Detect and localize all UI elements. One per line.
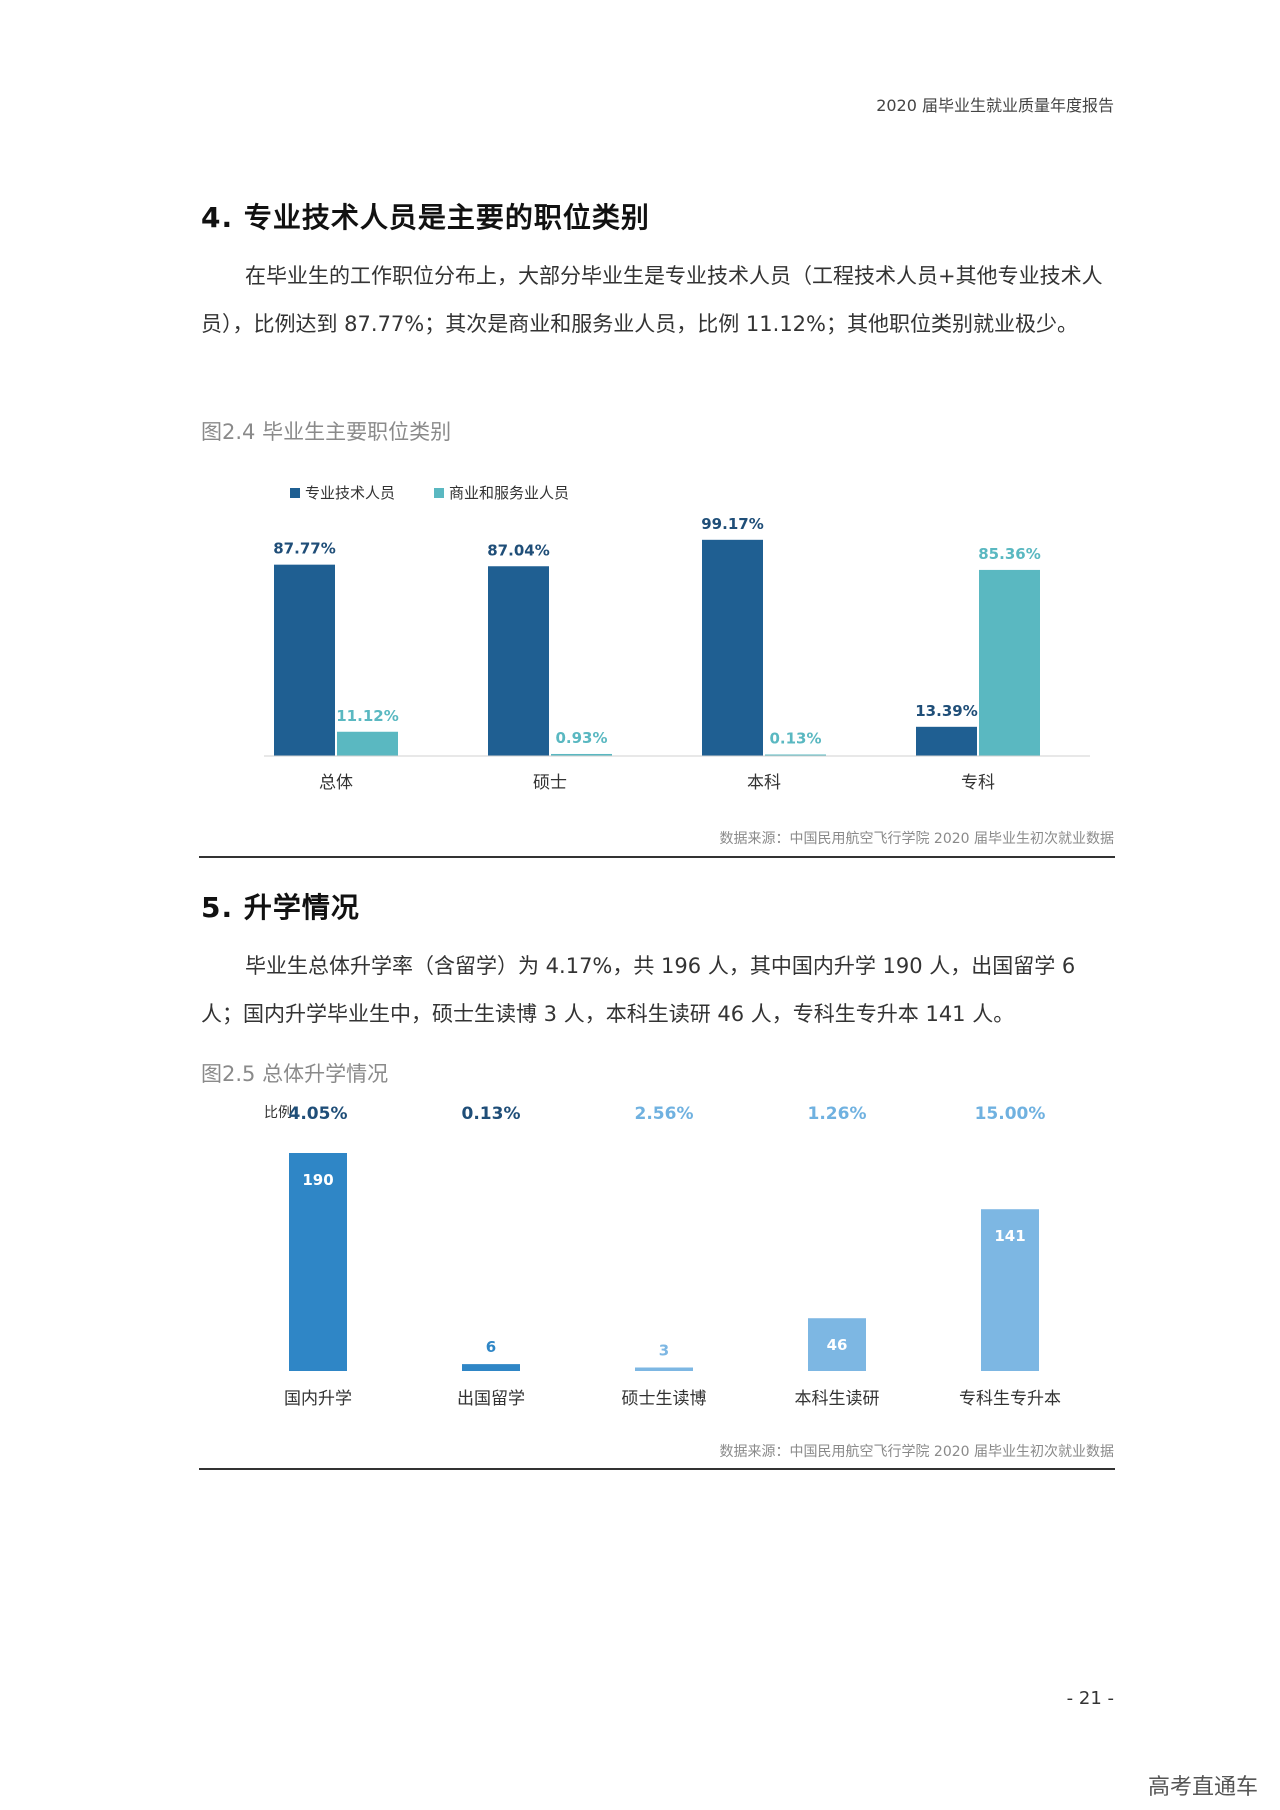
x-tick-label: 出国留学 (457, 1389, 525, 1409)
bar-硕士生读博 (635, 1367, 693, 1371)
bar-2-硕士 (551, 753, 612, 756)
bar-1-硕士 (488, 566, 549, 756)
value-label: 46 (827, 1336, 848, 1354)
data-label: 85.36% (978, 545, 1040, 563)
bar-1-专科 (916, 726, 977, 756)
data-label: 0.93% (555, 729, 607, 747)
bar-专科生专升本 (981, 1209, 1039, 1371)
legend-label-2: 商业和服务业人员 (449, 484, 569, 502)
watermark: 高考直通车 (1147, 1775, 1258, 1800)
page-number: - 21 - (1066, 1688, 1114, 1709)
data-label: 0.13% (769, 730, 821, 748)
x-tick-label: 国内升学 (284, 1389, 352, 1409)
ratio-value: 0.13% (462, 1104, 521, 1124)
divider (199, 1468, 1115, 1470)
value-label: 190 (302, 1171, 333, 1189)
data-label: 99.17% (701, 515, 763, 533)
ratio-label: 比例 (264, 1105, 292, 1121)
data-label: 13.39% (915, 702, 977, 720)
legend-swatch-1 (290, 488, 300, 498)
x-tick-label: 硕士 (533, 773, 567, 793)
data-label: 87.04% (487, 541, 549, 559)
value-label: 141 (994, 1227, 1025, 1245)
x-tick-label: 硕士生读博 (622, 1389, 707, 1409)
section-4-heading: 4. 专业技术人员是主要的职位类别 (201, 201, 650, 234)
job-category-chart: 专业技术人员 商业和服务业人员 87.77% 11.12% 总体 87.04% 0.93% 硕… (264, 484, 1090, 793)
figure-2-5-title: 图2.5 总体升学情况 (201, 1062, 389, 1086)
legend-label-1: 专业技术人员 (305, 484, 395, 502)
ratio-value: 4.05% (289, 1104, 348, 1124)
bar-出国留学 (462, 1364, 520, 1371)
report-header: 2020 届毕业生就业质量年度报告 (876, 96, 1114, 115)
bar-1-总体 (274, 564, 335, 756)
figure-2-4-source: 数据来源：中国民用航空飞行学院 2020 届毕业生初次就业数据 (719, 831, 1114, 847)
section-4-paragraph-text: 在毕业生的工作职位分布上，大部分毕业生是专业技术人员（工程技术人员+其他专业技术… (201, 264, 1103, 336)
bar-2-总体 (337, 731, 398, 756)
bar-1-本科 (702, 539, 763, 756)
further-study-chart: 比例4.05% 190 国内升学 0.13% 6 出国留学 2.56% 3 硕士生读博 1.26%… (264, 1104, 1061, 1409)
x-tick-label: 专科生专升本 (959, 1389, 1061, 1409)
value-label: 3 (659, 1342, 669, 1360)
data-label: 87.77% (273, 540, 335, 558)
figure-2-4-title: 图2.4 毕业生主要职位类别 (201, 420, 452, 444)
figure-2-5-source: 数据来源：中国民用航空飞行学院 2020 届毕业生初次就业数据 (719, 1444, 1114, 1460)
x-tick-label: 总体 (319, 773, 353, 793)
bar-2-专科 (979, 569, 1040, 756)
divider (199, 856, 1115, 858)
value-label: 6 (486, 1338, 496, 1356)
x-tick-label: 本科 (747, 773, 781, 793)
bar-国内升学 (289, 1153, 347, 1371)
bar-2-本科 (765, 754, 826, 756)
x-tick-label: 本科生读研 (795, 1389, 880, 1409)
ratio-value: 1.26% (808, 1104, 867, 1124)
bar-本科生读研 (808, 1318, 866, 1371)
section-5-paragraph-text: 毕业生总体升学率（含留学）为 4.17%，共 196 人，其中国内升学 190 … (201, 954, 1076, 1026)
section-5-paragraph: 毕业生总体升学率（含留学）为 4.17%，共 196 人，其中国内升学 190 … (201, 942, 1111, 1038)
section-4-paragraph: 在毕业生的工作职位分布上，大部分毕业生是专业技术人员（工程技术人员+其他专业技术… (201, 252, 1111, 348)
ratio-value: 2.56% (635, 1104, 694, 1124)
section-5-heading: 5. 升学情况 (201, 891, 360, 924)
ratio-value: 15.00% (975, 1104, 1046, 1124)
legend-swatch-2 (434, 488, 444, 498)
data-label: 11.12% (336, 707, 398, 725)
x-tick-label: 专科 (961, 773, 995, 793)
